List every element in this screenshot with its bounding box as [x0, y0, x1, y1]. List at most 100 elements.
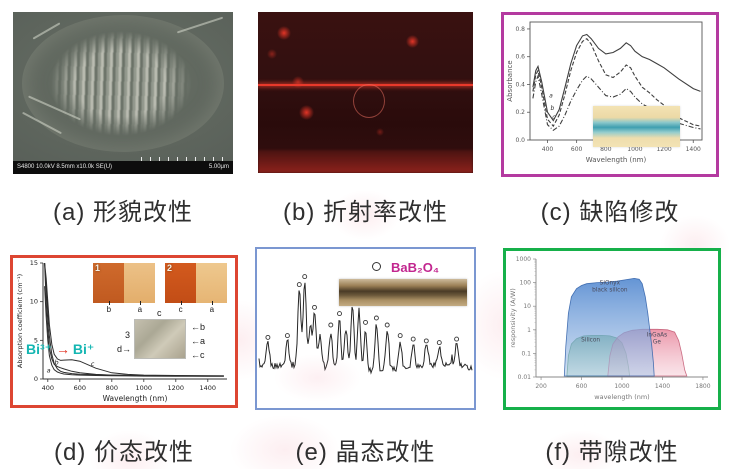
y-axis-label: Absorbance — [506, 60, 514, 101]
peak-marker — [328, 322, 334, 328]
x-tick-label: 600 — [576, 383, 588, 390]
micrograph-half — [93, 263, 124, 303]
legend: BaB₂O₄ — [372, 260, 439, 275]
micrograph-half — [165, 263, 196, 303]
bottom-fluorescence-band — [258, 150, 473, 173]
micrograph-half — [196, 263, 227, 303]
x-tick-label: 1000 — [614, 383, 629, 390]
panel-c-absorbance-chart: 400 600 800 1000 1200 1400 0.0 0.2 0.4 0.6 0.8 Wave… — [501, 12, 719, 177]
caption-a: (a) 形貌改性 — [53, 199, 193, 226]
peak-marker — [296, 282, 302, 288]
bi3-label: Bi³⁺ — [26, 341, 53, 357]
panel-a-sem-image: S4800 10.0kV 8.5mm x10.0k SE(U) 5.00μm — [13, 12, 233, 174]
x-tick-label: 400 — [42, 384, 54, 392]
peak-marker — [265, 334, 271, 340]
sem-scratch — [176, 16, 224, 34]
fluorescence-dot — [376, 127, 385, 136]
sem-scale-ruler — [141, 157, 227, 161]
fluorescence-dot — [298, 105, 314, 121]
absorbance-chart-svg: 400 600 800 1000 1200 1400 0.0 0.2 0.4 0.6 0.8 Wave… — [506, 21, 703, 164]
curve-b — [532, 37, 701, 128]
x-axis-label: Wavelength (nm) — [586, 156, 647, 164]
peak-marker — [397, 333, 403, 339]
x-tick-label: 1400 — [655, 383, 670, 390]
curve-c — [44, 262, 224, 377]
x-axis-label: Wavelength (nm) — [103, 394, 168, 403]
inset-label: ←a — [191, 336, 206, 346]
crystal-waveguide-photo-inset — [339, 279, 468, 307]
curve-a — [532, 33, 701, 122]
region-blue — [563, 277, 655, 377]
y-tick-label: 0.0 — [515, 137, 525, 144]
curve-label: c — [552, 114, 556, 121]
x-tick-label: 1000 — [627, 146, 642, 153]
peak-marker — [436, 340, 442, 346]
inset-label: ←c — [191, 350, 205, 360]
panel-e-diffraction-chart: BaB₂O₄ — [255, 247, 476, 410]
peak-marker — [312, 304, 317, 310]
curve-d — [44, 286, 224, 377]
y-tick-label: 1 — [527, 327, 531, 334]
spectrum-trace — [258, 282, 473, 375]
caption-f: (f) 带隙改性 — [545, 439, 679, 466]
x-tick-label: 1200 — [168, 384, 185, 392]
waveguide-photo-inset — [593, 105, 680, 147]
region-label: Ge — [653, 340, 661, 346]
y-tick-label: 10 — [523, 303, 531, 310]
inset-label: b — [106, 301, 112, 314]
inset-number: 3 — [125, 330, 131, 340]
sem-scale-text: 5.00μm — [208, 164, 229, 170]
panel-f-responsivity-chart: 200 600 1000 1400 1800 0.01 0.1 1 10 100 1000 wavel… — [503, 248, 721, 410]
y-tick-label: 0.01 — [518, 374, 532, 381]
y-tick-label: 0.4 — [515, 81, 525, 88]
micrograph-inset-2: 2 c a — [165, 263, 227, 314]
peak-marker — [454, 336, 460, 342]
red-arrow: → — [55, 341, 70, 357]
x-tick-label: 1400 — [686, 146, 701, 153]
curve-label: a — [47, 366, 51, 374]
curve-label: c — [91, 360, 95, 368]
caption-d: (d) 价态改性 — [54, 439, 194, 466]
x-tick-label: 600 — [571, 146, 583, 153]
y-tick-label: 0.2 — [515, 109, 525, 116]
x-tick-label: 1400 — [200, 384, 217, 392]
y-axis-label: responsivity (A/W) — [509, 288, 517, 348]
peak-marker — [384, 322, 390, 328]
y-tick-label: 15 — [30, 259, 38, 267]
valence-change-annotation: Bi³⁺ → Bi⁺ — [26, 341, 94, 358]
micrograph-inset-1: 1 b a — [93, 263, 155, 314]
fluorescence-dot — [266, 49, 277, 60]
inset-label: a — [209, 301, 215, 314]
curve-label: a — [549, 93, 553, 100]
y-axis-label: Absorption coefficient (cm⁻¹) — [16, 274, 24, 368]
peak-marker — [284, 333, 290, 339]
inset-number: 1 — [95, 263, 101, 273]
responsivity-chart-svg: 200 600 1000 1400 1800 0.01 0.1 1 10 100 1000 wavel… — [509, 256, 711, 401]
x-tick-label: 1800 — [695, 383, 710, 390]
y-tick-label: 0 — [34, 375, 38, 383]
x-tick-label: 400 — [542, 146, 554, 153]
x-tick-label: 800 — [600, 146, 612, 153]
region-label: SiOnyx — [600, 280, 621, 286]
fluorescence-dot — [406, 34, 420, 48]
y-tick-label: 0.1 — [521, 350, 531, 357]
legend-label: BaB₂O₄ — [391, 260, 440, 276]
inset-label: c — [178, 301, 183, 314]
fluorescence-dot — [292, 76, 305, 89]
region-label: black silicon — [592, 287, 628, 293]
x-tick-label: 600 — [74, 384, 86, 392]
peak-marker — [410, 336, 416, 342]
bi1-label: Bi⁺ — [72, 341, 95, 357]
x-tick-label: 1200 — [656, 146, 671, 153]
y-tick-label: 5 — [34, 336, 38, 344]
panel-d-absorption-chart: 400 600 800 1000 1200 1400 0 5 10 15 Wavelength (n… — [10, 255, 238, 408]
curve-label: b — [551, 105, 555, 112]
sem-settings-text: S4800 10.0kV 8.5mm x10.0k SE(U) — [17, 164, 113, 170]
caption-b: (b) 折射率改性 — [283, 199, 448, 226]
panel-b-fluorescence-image — [258, 12, 473, 173]
sem-background — [13, 12, 233, 161]
y-tick-label: 100 — [520, 280, 532, 287]
caption-c: (c) 缺陷修改 — [540, 199, 680, 226]
caption-e: (e) 晶态改性 — [295, 439, 436, 466]
